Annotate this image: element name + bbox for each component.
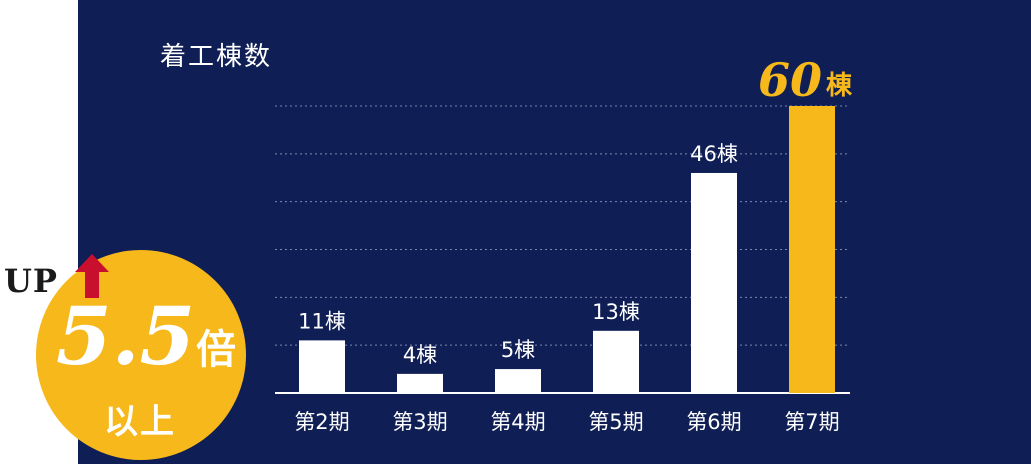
data-label: 13棟 — [592, 300, 640, 324]
chart-title: 着工棟数 — [160, 42, 273, 72]
x-tick-label: 第6期 — [686, 410, 741, 434]
data-label: 5棟 — [501, 338, 535, 362]
bar-第2期 — [299, 340, 345, 393]
bar-第7期 — [789, 106, 835, 393]
up-label: UP — [4, 262, 58, 300]
highlight-data-unit: 棟 — [826, 71, 853, 101]
bar-第4期 — [495, 369, 541, 393]
bars — [299, 106, 835, 393]
grid-lines — [275, 105, 850, 394]
x-tick-label: 第3期 — [392, 410, 447, 434]
multiplier-suffix: 以上 — [104, 402, 176, 442]
highlight-data-label: 60 — [758, 53, 822, 107]
x-tick-label: 第5期 — [588, 410, 643, 434]
growth-badge — [36, 250, 246, 460]
x-tick-label: 第4期 — [490, 410, 545, 434]
x-tick-label: 第2期 — [294, 410, 349, 434]
data-label: 46棟 — [690, 142, 738, 166]
data-label: 4棟 — [403, 343, 437, 367]
bar-第5期 — [593, 330, 639, 393]
bar-第3期 — [397, 373, 443, 393]
data-label: 11棟 — [298, 309, 346, 333]
multiplier-unit: 倍 — [196, 326, 236, 373]
multiplier-value: 5.5 — [56, 289, 196, 383]
bar-第6期 — [691, 172, 737, 393]
x-tick-label: 第7期 — [784, 410, 839, 434]
up-arrow-icon — [75, 254, 109, 298]
